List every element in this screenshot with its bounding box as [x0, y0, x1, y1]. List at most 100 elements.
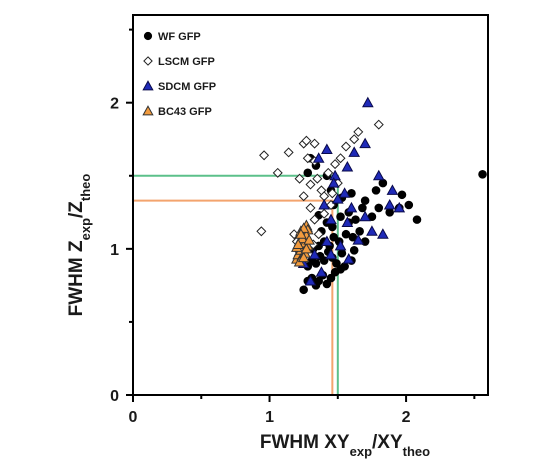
data-point [412, 215, 422, 224]
plot-frame [132, 14, 489, 396]
data-point [327, 177, 340, 188]
data-point [404, 200, 414, 210]
data-point [359, 137, 371, 149]
data-point [314, 276, 323, 286]
data-point [386, 184, 399, 195]
legend-item: LSCM GFP [143, 56, 215, 68]
legend-marker [142, 105, 154, 116]
data-point [342, 253, 355, 264]
legend-label: BC43 GFP [158, 106, 212, 118]
data-point [305, 202, 316, 213]
data-point [295, 228, 307, 239]
data-point [305, 179, 316, 190]
data-point [338, 187, 351, 198]
data-point [337, 248, 347, 258]
data-point [325, 213, 337, 225]
data-point [283, 147, 294, 158]
data-point [326, 273, 336, 283]
data-point [321, 143, 333, 154]
data-point [300, 242, 313, 254]
data-point [361, 96, 374, 108]
x-tick-label: 1 [265, 409, 274, 426]
x-axis-label: FWHM XYexp/XYtheo [260, 432, 430, 459]
data-point [318, 198, 331, 210]
data-point [383, 198, 396, 210]
legend-item: WF GFP [143, 31, 201, 43]
legend-marker [142, 80, 154, 91]
data-point [330, 159, 341, 170]
data-point [328, 222, 337, 232]
reference-line-2 [133, 199, 334, 395]
data-point [302, 153, 313, 164]
data-point [385, 208, 394, 217]
data-point [332, 259, 341, 268]
data-point [341, 160, 354, 172]
data-point [359, 210, 371, 222]
legend-label: WF GFP [158, 31, 201, 43]
data-point [301, 135, 312, 146]
y-tick-label: 2 [110, 96, 119, 113]
legend-marker [143, 31, 153, 41]
data-point [340, 141, 352, 152]
data-point [377, 228, 389, 239]
data-point [294, 173, 305, 184]
data-point [348, 146, 361, 157]
data-point [334, 239, 347, 251]
data-point [303, 168, 313, 178]
legend-item: SDCM GFP [142, 80, 216, 93]
data-point [319, 208, 330, 219]
data-point [304, 274, 317, 286]
y-tick-label: 0 [110, 388, 119, 405]
x-tick-label: 0 [129, 409, 138, 426]
legend-marker [143, 56, 153, 66]
data-point [322, 279, 332, 289]
data-point [297, 251, 310, 263]
data-point [329, 232, 339, 242]
data-point [309, 138, 320, 149]
data-point [313, 229, 324, 240]
data-point [341, 216, 354, 228]
legend-label: LSCM GFP [158, 56, 215, 68]
data-point [321, 235, 333, 247]
data-point [371, 186, 381, 195]
data-point [345, 201, 358, 213]
data-point [298, 191, 309, 202]
data-point [299, 285, 308, 295]
data-point [311, 259, 321, 268]
data-point [323, 167, 334, 178]
data-point [292, 238, 305, 249]
data-point [309, 214, 320, 225]
data-point [393, 201, 406, 213]
data-point [353, 126, 364, 137]
data-point [312, 152, 325, 163]
series-sdcm-gfp [297, 96, 406, 286]
data-point [312, 173, 323, 184]
data-point [360, 196, 370, 205]
data-point [335, 153, 346, 164]
data-point [352, 234, 365, 245]
data-markers [256, 96, 487, 295]
axis-ticks: 0 1 2 0 1 2 [110, 28, 476, 426]
data-point [349, 134, 360, 145]
data-point [478, 170, 487, 179]
y-tick-label: 1 [110, 242, 119, 259]
data-point [256, 226, 267, 237]
legend: WF GFP LSCM GFP SDCM GFP BC43 GFP [142, 31, 216, 118]
data-point [366, 225, 378, 236]
data-point [259, 150, 270, 161]
data-point [315, 266, 328, 277]
data-point [336, 212, 345, 221]
legend-item: BC43 GFP [142, 105, 212, 118]
data-point [308, 248, 321, 260]
data-point [372, 169, 385, 181]
data-point [325, 248, 337, 260]
data-point [378, 178, 388, 188]
data-point [327, 188, 338, 199]
data-point [272, 167, 283, 178]
series-bc43-gfp [290, 219, 315, 267]
data-point [349, 246, 359, 255]
data-point [374, 203, 384, 213]
data-point [340, 262, 349, 271]
data-point [373, 119, 384, 130]
